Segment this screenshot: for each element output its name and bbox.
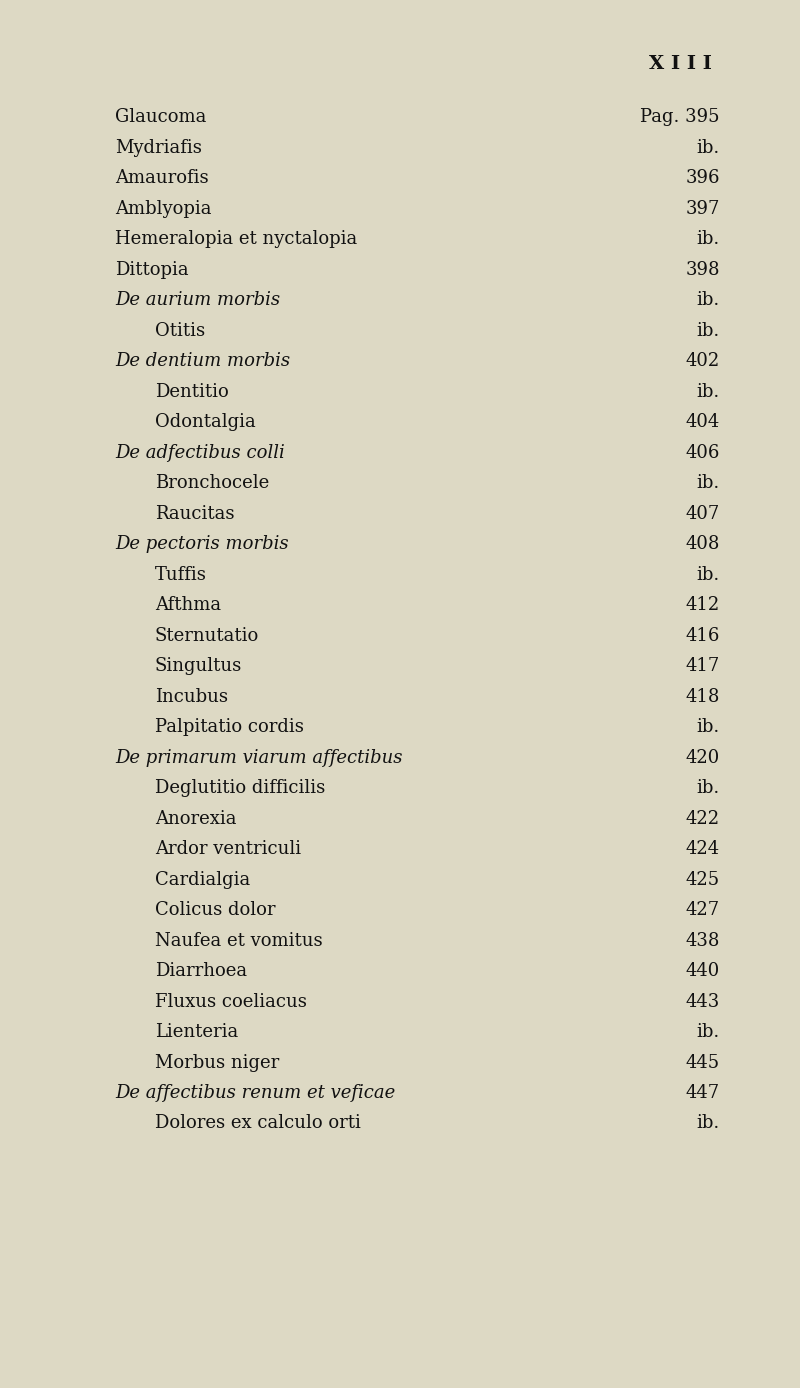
Text: Singultus: Singultus <box>155 657 242 675</box>
Text: Tuffis: Tuffis <box>155 565 207 583</box>
Text: De pectoris morbis: De pectoris morbis <box>115 534 289 552</box>
Text: Raucitas: Raucitas <box>155 504 234 522</box>
Text: 397: 397 <box>686 200 720 218</box>
Text: Otitis: Otitis <box>155 322 205 340</box>
Text: Pag. 395: Pag. 395 <box>641 108 720 126</box>
Text: Colicus dolor: Colicus dolor <box>155 901 275 919</box>
Text: Odontalgia: Odontalgia <box>155 414 256 432</box>
Text: Dentitio: Dentitio <box>155 383 229 401</box>
Text: ib.: ib. <box>697 139 720 157</box>
Text: 427: 427 <box>686 901 720 919</box>
Text: Diarrhoea: Diarrhoea <box>155 962 247 980</box>
Text: Fluxus coeliacus: Fluxus coeliacus <box>155 992 307 1010</box>
Text: ib.: ib. <box>697 230 720 248</box>
Text: 440: 440 <box>686 962 720 980</box>
Text: 422: 422 <box>686 809 720 827</box>
Text: 407: 407 <box>686 504 720 522</box>
Text: Bronchocele: Bronchocele <box>155 473 270 491</box>
Text: ib.: ib. <box>697 718 720 736</box>
Text: 412: 412 <box>686 595 720 613</box>
Text: 424: 424 <box>686 840 720 858</box>
Text: De primarum viarum affectibus: De primarum viarum affectibus <box>115 748 402 766</box>
Text: De dentium morbis: De dentium morbis <box>115 353 290 371</box>
Text: 445: 445 <box>686 1053 720 1072</box>
Text: 416: 416 <box>686 626 720 644</box>
Text: 398: 398 <box>686 261 720 279</box>
Text: Naufea et vomitus: Naufea et vomitus <box>155 931 322 949</box>
Text: De affectibus renum et veficae: De affectibus renum et veficae <box>115 1084 395 1102</box>
Text: Ardor ventriculi: Ardor ventriculi <box>155 840 301 858</box>
Text: De aurium morbis: De aurium morbis <box>115 291 280 310</box>
Text: ib.: ib. <box>697 1115 720 1133</box>
Text: ib.: ib. <box>697 779 720 797</box>
Text: 396: 396 <box>686 169 720 187</box>
Text: Hemeralopia et nyctalopia: Hemeralopia et nyctalopia <box>115 230 358 248</box>
Text: Palpitatio cordis: Palpitatio cordis <box>155 718 304 736</box>
Text: ib.: ib. <box>697 322 720 340</box>
Text: Deglutitio difficilis: Deglutitio difficilis <box>155 779 326 797</box>
Text: Lienteria: Lienteria <box>155 1023 238 1041</box>
Text: 438: 438 <box>686 931 720 949</box>
Text: ib.: ib. <box>697 1023 720 1041</box>
Text: ib.: ib. <box>697 473 720 491</box>
Text: ib.: ib. <box>697 291 720 310</box>
Text: Amblyopia: Amblyopia <box>115 200 211 218</box>
Text: ib.: ib. <box>697 383 720 401</box>
Text: 425: 425 <box>686 870 720 888</box>
Text: Afthma: Afthma <box>155 595 221 613</box>
Text: Cardialgia: Cardialgia <box>155 870 250 888</box>
Text: Dittopia: Dittopia <box>115 261 189 279</box>
Text: Amaurofis: Amaurofis <box>115 169 209 187</box>
Text: 402: 402 <box>686 353 720 371</box>
Text: Incubus: Incubus <box>155 687 228 705</box>
Text: 417: 417 <box>686 657 720 675</box>
Text: 418: 418 <box>686 687 720 705</box>
Text: De adfectibus colli: De adfectibus colli <box>115 444 285 461</box>
Text: 404: 404 <box>686 414 720 432</box>
Text: 406: 406 <box>686 444 720 461</box>
Text: Sternutatio: Sternutatio <box>155 626 259 644</box>
Text: 408: 408 <box>686 534 720 552</box>
Text: Dolores ex calculo orti: Dolores ex calculo orti <box>155 1115 361 1133</box>
Text: ib.: ib. <box>697 565 720 583</box>
Text: Mydriafis: Mydriafis <box>115 139 202 157</box>
Text: 443: 443 <box>686 992 720 1010</box>
Text: 447: 447 <box>686 1084 720 1102</box>
Text: Glaucoma: Glaucoma <box>115 108 206 126</box>
Text: Morbus niger: Morbus niger <box>155 1053 279 1072</box>
Text: X I I I: X I I I <box>649 56 711 74</box>
Text: Anorexia: Anorexia <box>155 809 237 827</box>
Text: 420: 420 <box>686 748 720 766</box>
